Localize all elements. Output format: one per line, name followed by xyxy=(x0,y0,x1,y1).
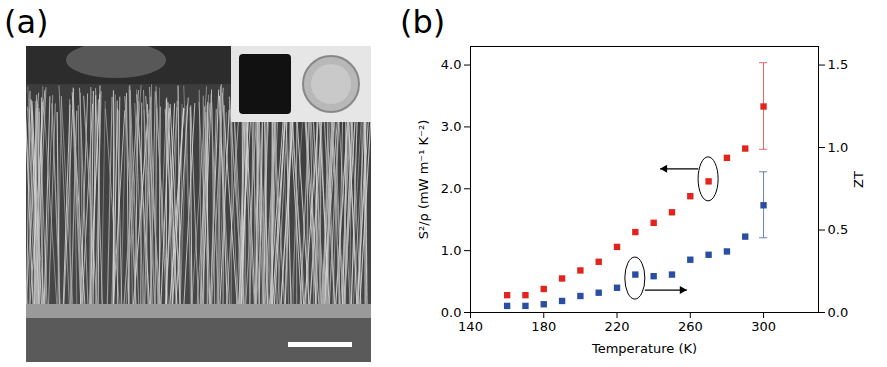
html-text:(b): (b) xyxy=(400,3,446,41)
svg-text:3.0: 3.0 xyxy=(441,119,462,134)
svg-text:0.0: 0.0 xyxy=(441,305,462,320)
svg-text:4.0: 4.0 xyxy=(441,57,462,72)
svg-text:140: 140 xyxy=(458,319,483,334)
svg-text:0.0: 0.0 xyxy=(828,305,849,320)
svg-text:0.5: 0.5 xyxy=(828,222,849,237)
svg-text:1.0: 1.0 xyxy=(828,140,849,155)
svg-text:ZT: ZT xyxy=(851,171,866,188)
svg-text:180: 180 xyxy=(531,319,556,334)
svg-text:220: 220 xyxy=(605,319,630,334)
svg-text:Temperature (K): Temperature (K) xyxy=(591,341,697,356)
svg-text:300: 300 xyxy=(751,319,776,334)
html-text:(a): (a) xyxy=(4,3,49,41)
svg-text:2.0: 2.0 xyxy=(441,181,462,196)
svg-text:1.0: 1.0 xyxy=(441,243,462,258)
svg-text:S²/ρ (mW m⁻¹ K⁻²): S²/ρ (mW m⁻¹ K⁻²) xyxy=(416,120,431,240)
svg-text:1.5: 1.5 xyxy=(828,57,849,72)
svg-text:260: 260 xyxy=(678,319,703,334)
